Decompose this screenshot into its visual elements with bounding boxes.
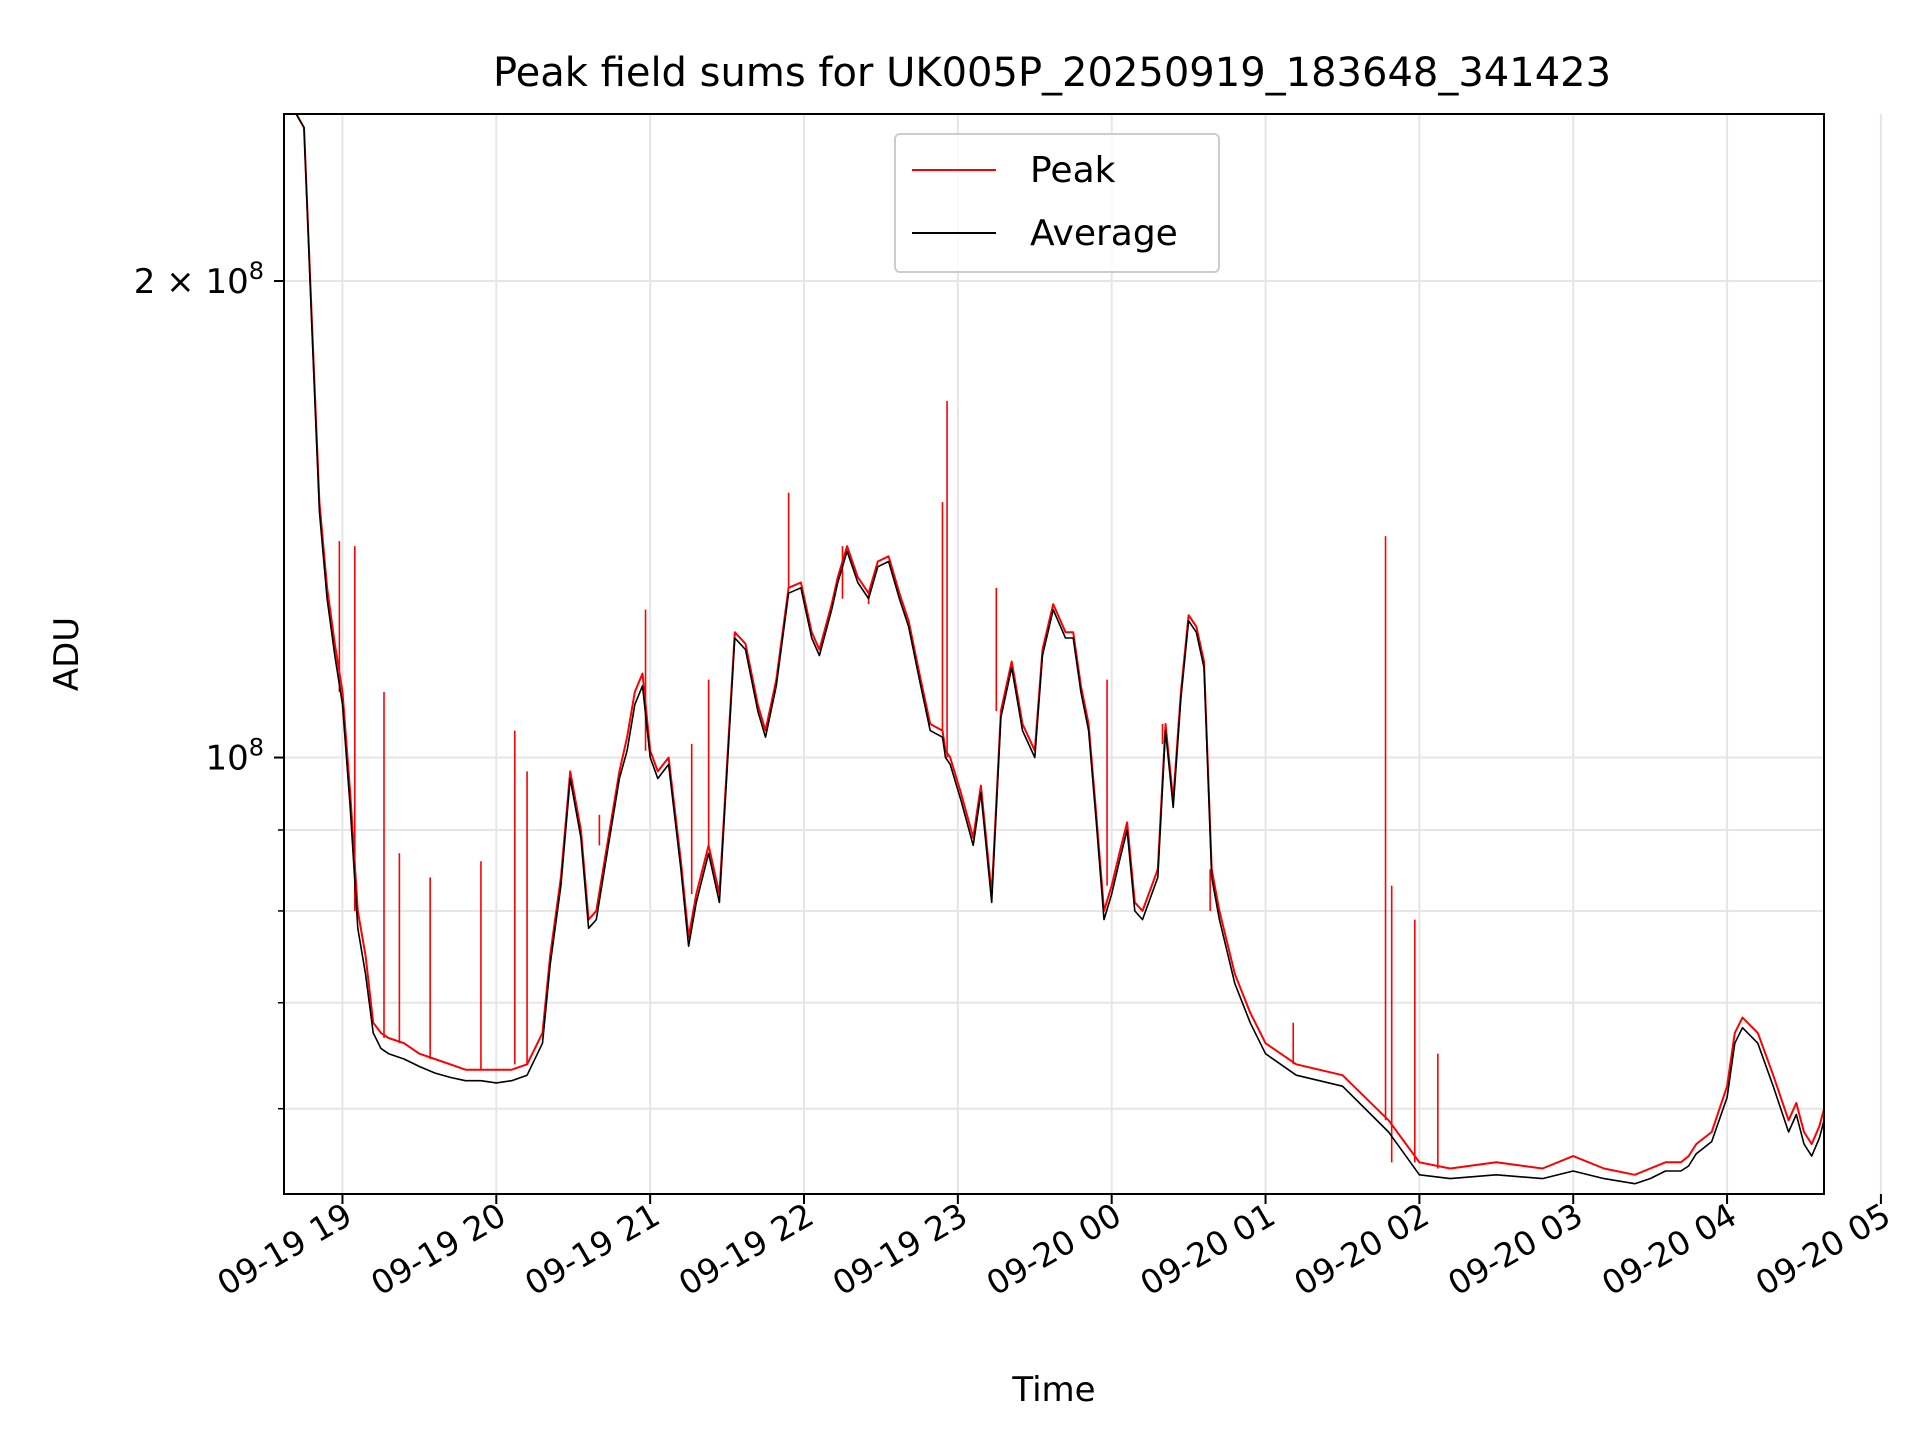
y-axis-label: ADU — [47, 617, 87, 691]
grid — [284, 114, 1882, 1194]
chart-title: Peak field sums for UK005P_20250919_1836… — [493, 50, 1611, 96]
legend-box — [894, 133, 1220, 273]
series-average-line — [295, 114, 1824, 1185]
plot-frame — [283, 113, 1825, 1195]
y-tick-label: 108 — [205, 734, 264, 779]
series-group — [295, 114, 1824, 1185]
legend-peak-label: Peak — [1030, 150, 1116, 191]
y-tick-label: 2 × 108 — [134, 257, 264, 302]
legend: Peak Average — [894, 133, 1220, 273]
series-peak-line — [295, 114, 1824, 1176]
legend-average-label: Average — [1030, 213, 1178, 254]
x-axis-label: Time — [1011, 1370, 1095, 1410]
